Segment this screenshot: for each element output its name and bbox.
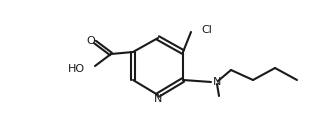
Text: N: N [154, 94, 162, 104]
Text: O: O [87, 36, 95, 46]
Text: N: N [213, 77, 221, 87]
Text: HO: HO [68, 64, 85, 74]
Text: Cl: Cl [201, 25, 212, 35]
